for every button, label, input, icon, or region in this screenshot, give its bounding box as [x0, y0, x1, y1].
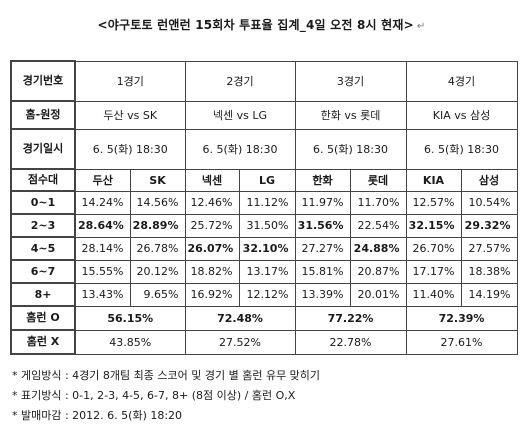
score-range-label: 6~7 — [10, 259, 76, 284]
score-range-label: 0~1 — [10, 190, 76, 215]
vote-rate-cell: 25.72% — [184, 213, 240, 238]
datetime-cell: 6. 5(화) 18:30 — [294, 128, 407, 170]
homerun-o-row: 홈런 O 56.15% 72.48% 77.22% 72.39% — [10, 305, 518, 331]
matchup-cell: 한화 vs 롯데 — [294, 100, 407, 130]
homerun-x-cell: 27.61% — [405, 329, 518, 355]
home-away-header: 홈-원정 — [10, 100, 76, 130]
homerun-o-cell: 72.39% — [405, 305, 518, 331]
title-text: <야구토토 런앤런 15회차 투표율 집계_4일 오전 8시 현재> — [97, 18, 414, 32]
vote-rate-cell: 31.50% — [238, 213, 296, 238]
vote-rate-cell: 11.97% — [294, 190, 351, 215]
game-name-cell: 4경기 — [405, 60, 518, 102]
score-range-row: 6~7 15.55% 20.12% 18.82% 13.17% 15.81% 20.87% 1… — [10, 259, 518, 284]
vote-rate-cell: 20.87% — [349, 259, 407, 284]
datetime-cell: 6. 5(화) 18:30 — [405, 128, 518, 170]
vote-rate-cell: 31.56% — [294, 213, 351, 238]
vote-rate-cell: 13.17% — [238, 259, 296, 284]
score-range-row: 0~1 14.24% 14.56% 12.46% 11.12% 11.97% 11.70% 1… — [10, 190, 518, 215]
vote-rate-cell: 24.88% — [349, 236, 407, 261]
home-away-row: 홈-원정 두산 vs SK 넥센 vs LG 한화 vs 롯데 KIA vs 삼… — [10, 100, 518, 130]
game-number-row: 경기번호 1경기 2경기 3경기 4경기 — [10, 60, 518, 102]
homerun-x-cell: 27.52% — [184, 329, 296, 355]
vote-rate-cell: 18.38% — [460, 259, 518, 284]
homerun-o-cell: 56.15% — [74, 305, 186, 331]
vote-rate-cell: 9.65% — [129, 282, 186, 307]
vote-rate-cell: 27.57% — [460, 236, 518, 261]
homerun-x-header: 홈런 X — [10, 329, 76, 355]
matchup-cell: 두산 vs SK — [74, 100, 186, 130]
note-line: * 게임방식 : 4경기 8개팀 최종 스코어 및 경기 별 홈런 유무 맞히기 — [12, 369, 321, 382]
vote-rate-cell: 13.39% — [294, 282, 351, 307]
game-time-row: 경기일시 6. 5(화) 18:30 6. 5(화) 18:30 6. 5(화)… — [10, 128, 518, 170]
vote-rate-cell: 26.07% — [184, 236, 240, 261]
team-name-cell: 한화 — [294, 168, 351, 192]
score-range-label: 8+ — [10, 282, 76, 307]
note-line: * 발매마감 : 2012. 6. 5(화) 18:20 — [12, 409, 183, 422]
document-title: <야구토토 런앤런 15회차 투표율 집계_4일 오전 8시 현재> ↵ — [0, 16, 523, 33]
vote-rate-cell: 15.81% — [294, 259, 351, 284]
homerun-o-header: 홈런 O — [10, 305, 76, 331]
score-range-label: 4~5 — [10, 236, 76, 261]
vote-rate-cell: 18.82% — [184, 259, 240, 284]
homerun-o-cell: 77.22% — [294, 305, 407, 331]
vote-rate-cell: 29.32% — [460, 213, 518, 238]
score-rows: 0~1 14.24% 14.56% 12.46% 11.12% 11.97% 11.70% 1… — [10, 190, 518, 307]
homerun-x-cell: 22.78% — [294, 329, 407, 355]
vote-rate-cell: 11.12% — [238, 190, 296, 215]
vote-rate-cell: 12.12% — [238, 282, 296, 307]
vote-rate-cell: 17.17% — [405, 259, 462, 284]
matchup-cell: 넥센 vs LG — [184, 100, 296, 130]
vote-rate-cell: 16.92% — [184, 282, 240, 307]
team-name-cell: 롯데 — [349, 168, 407, 192]
vote-rate-cell: 22.54% — [349, 213, 407, 238]
team-name-cell: 넥센 — [184, 168, 240, 192]
vote-rate-cell: 26.78% — [129, 236, 186, 261]
note-line: * 표기방식 : 0-1, 2-3, 4-5, 6-7, 8+ (8점 이상) … — [12, 389, 296, 402]
score-range-row: 8+ 13.43% 9.65% 16.92% 12.12% 13.39% 20.01% 11.… — [10, 282, 518, 307]
homerun-x-cell: 43.85% — [74, 329, 186, 355]
score-range-header: 점수대 — [10, 168, 76, 192]
vote-rate-cell: 20.01% — [349, 282, 407, 307]
vote-rate-cell: 27.27% — [294, 236, 351, 261]
team-name-cell: 삼성 — [460, 168, 518, 192]
vote-rate-cell: 28.89% — [129, 213, 186, 238]
homerun-x-row: 홈런 X 43.85% 27.52% 22.78% 27.61% — [10, 329, 518, 355]
game-time-header: 경기일시 — [10, 128, 76, 170]
vote-rate-cell: 12.57% — [405, 190, 462, 215]
team-name-cell: 두산 — [74, 168, 131, 192]
score-range-row: 4~5 28.14% 26.78% 26.07% 32.10% 27.27% 24.88% 2… — [10, 236, 518, 261]
game-number-header: 경기번호 — [10, 60, 76, 102]
notes-block: * 게임방식 : 4경기 8개팀 최종 스코어 및 경기 별 홈런 유무 맞히기… — [12, 366, 320, 426]
team-name-cell: KIA — [405, 168, 462, 192]
vote-rate-cell: 13.43% — [74, 282, 131, 307]
vote-rate-cell: 11.40% — [405, 282, 462, 307]
homerun-o-cell: 72.48% — [184, 305, 296, 331]
vote-rate-cell: 11.70% — [349, 190, 407, 215]
vote-rate-cell: 14.19% — [460, 282, 518, 307]
vote-rate-cell: 32.10% — [238, 236, 296, 261]
vote-rate-cell: 10.54% — [460, 190, 518, 215]
matchup-cell: KIA vs 삼성 — [405, 100, 518, 130]
vote-rate-cell: 15.55% — [74, 259, 131, 284]
vote-rate-table: 경기번호 1경기 2경기 3경기 4경기 홈-원정 두산 vs SK 넥센 vs… — [10, 60, 518, 355]
vote-rate-cell: 26.70% — [405, 236, 462, 261]
game-name-cell: 1경기 — [74, 60, 186, 102]
return-mark-icon: ↵ — [416, 21, 426, 32]
datetime-cell: 6. 5(화) 18:30 — [184, 128, 296, 170]
game-name-cell: 3경기 — [294, 60, 407, 102]
vote-rate-cell: 32.15% — [405, 213, 462, 238]
score-range-label: 2~3 — [10, 213, 76, 238]
datetime-cell: 6. 5(화) 18:30 — [74, 128, 186, 170]
vote-rate-cell: 20.12% — [129, 259, 186, 284]
score-range-row: 2~3 28.64% 28.89% 25.72% 31.50% 31.56% 22.54% 3… — [10, 213, 518, 238]
vote-rate-cell: 14.56% — [129, 190, 186, 215]
team-name-cell: SK — [129, 168, 186, 192]
team-name-cell: LG — [238, 168, 296, 192]
vote-rate-cell: 28.64% — [74, 213, 131, 238]
vote-rate-cell: 28.14% — [74, 236, 131, 261]
team-row: 점수대 두산 SK 넥센 LG 한화 롯데 KIA 삼성 — [10, 168, 518, 192]
vote-rate-cell: 14.24% — [74, 190, 131, 215]
vote-rate-cell: 12.46% — [184, 190, 240, 215]
game-name-cell: 2경기 — [184, 60, 296, 102]
